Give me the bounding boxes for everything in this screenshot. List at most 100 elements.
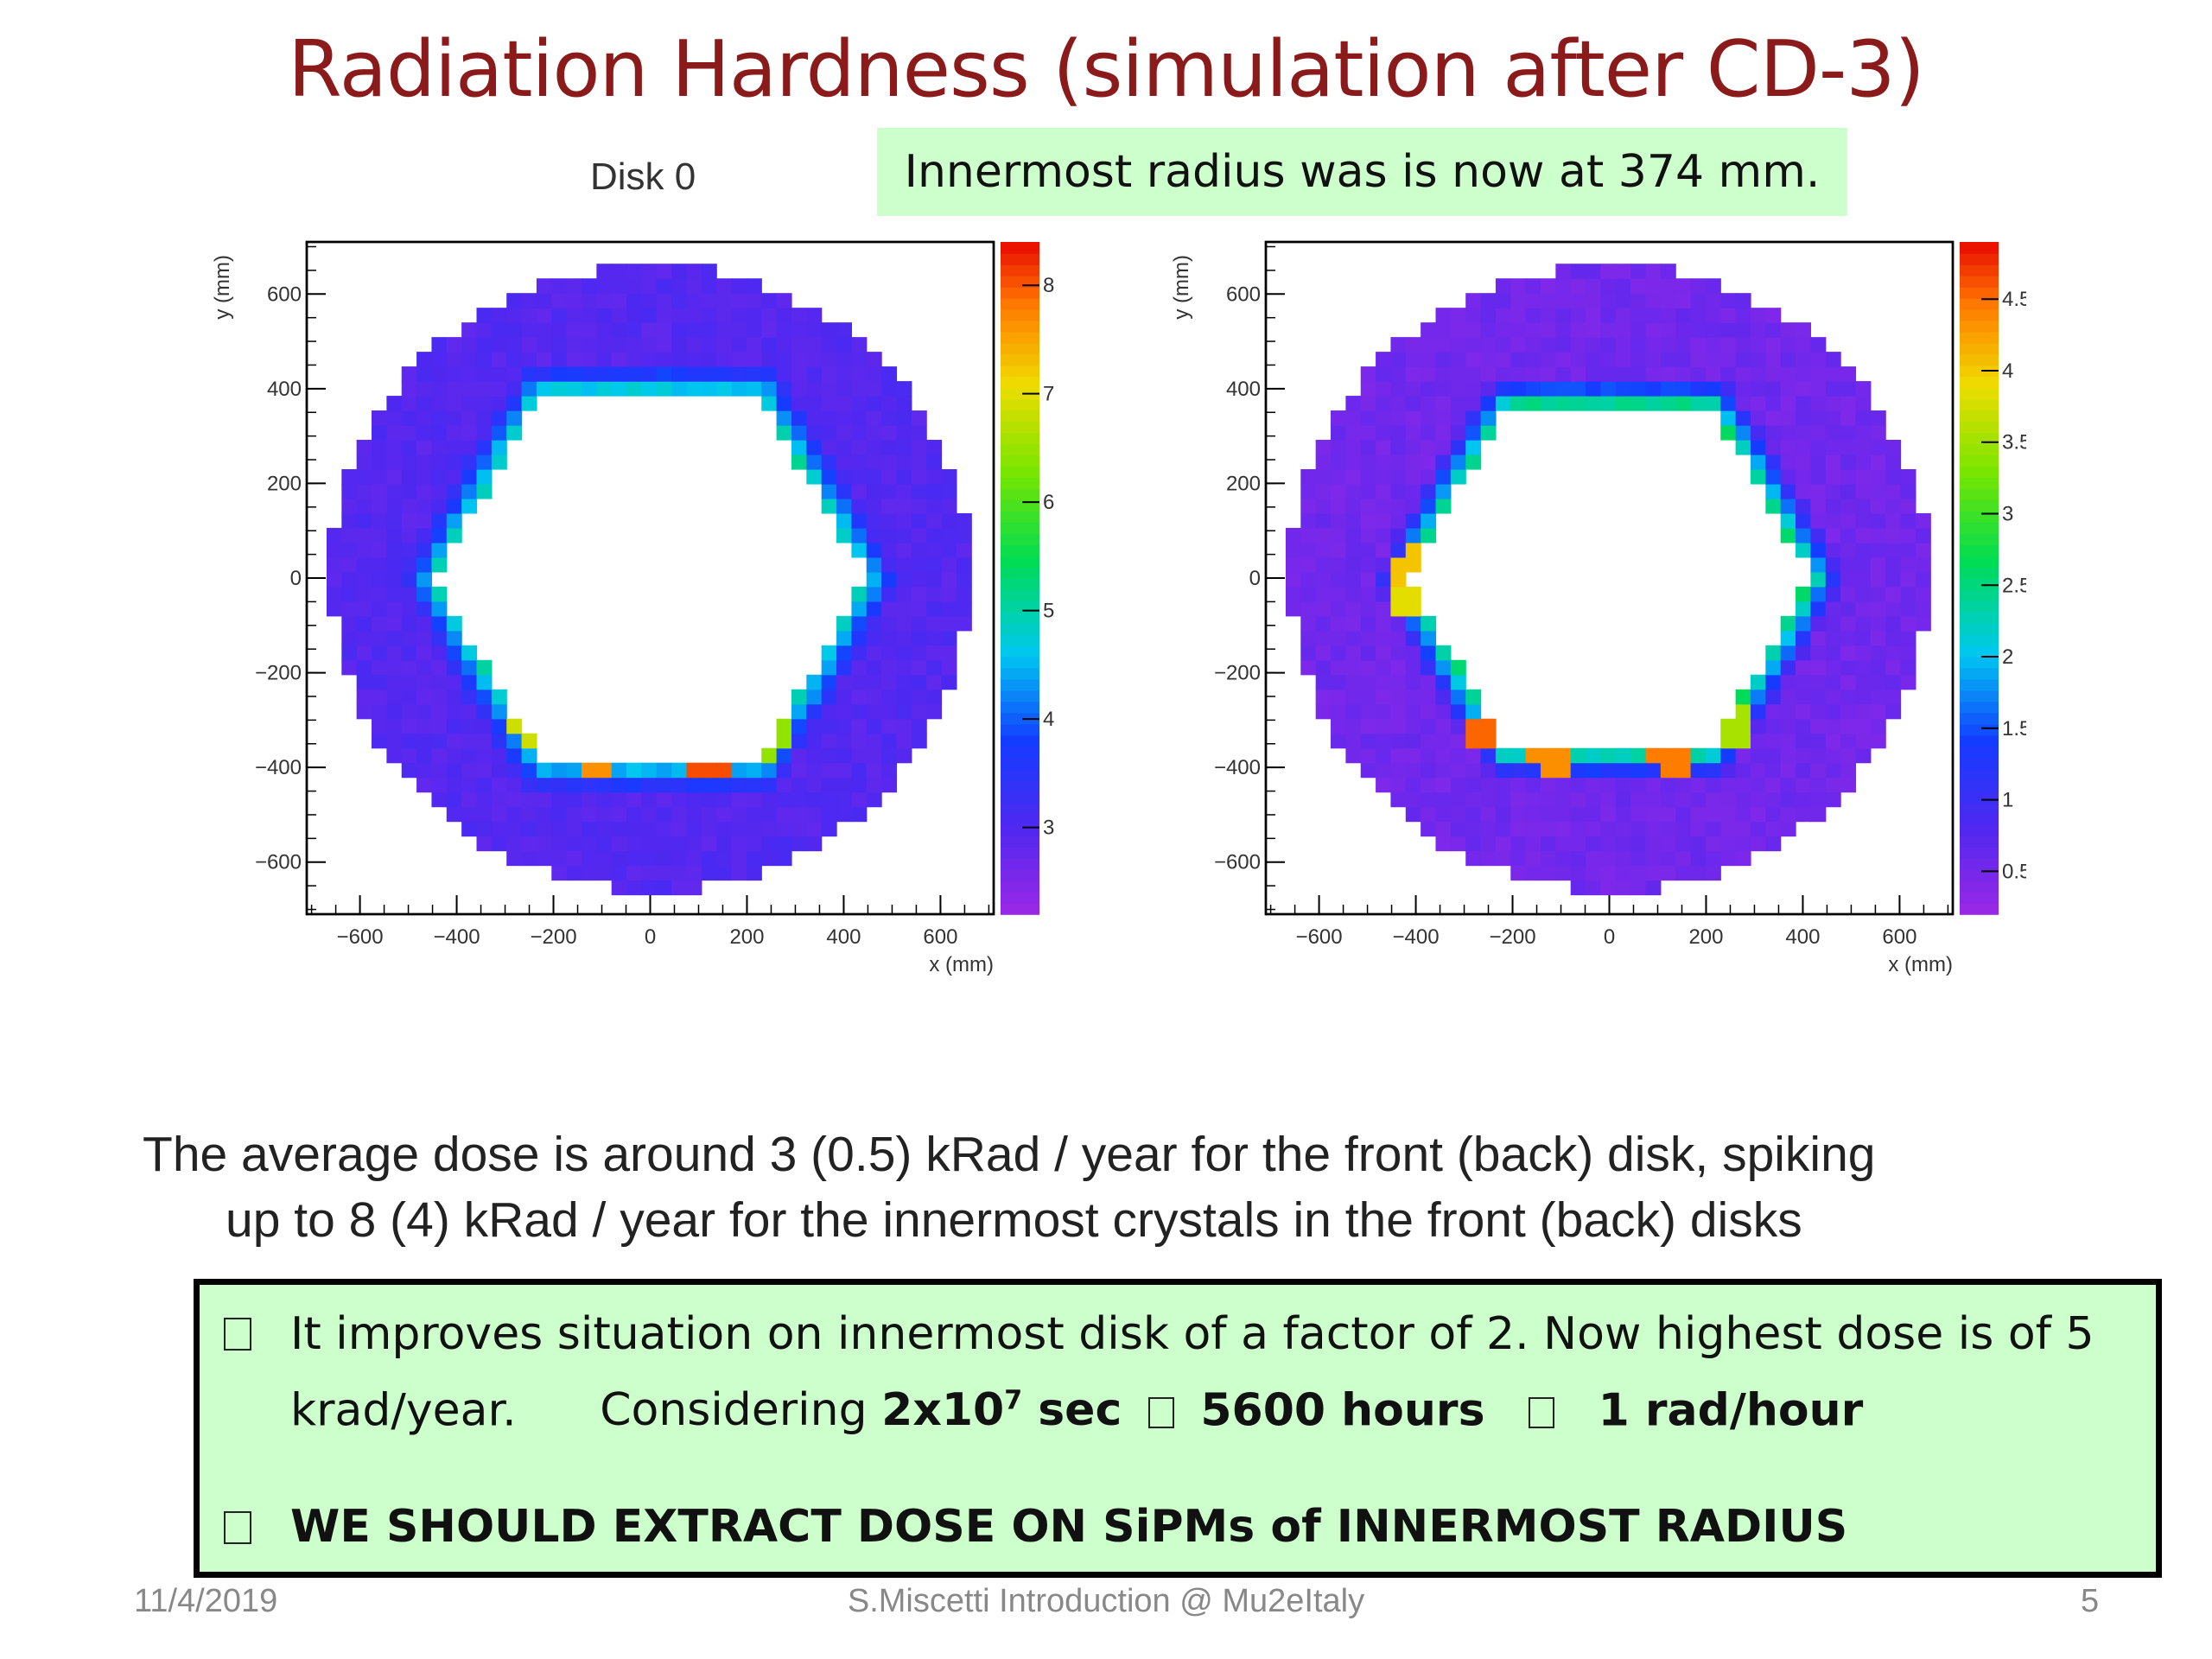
heatmap-cell xyxy=(1345,396,1362,411)
heatmap-cell xyxy=(1810,674,1827,690)
heatmap-cell xyxy=(401,410,417,426)
heatmap-cell xyxy=(1765,440,1782,455)
heatmap-cell xyxy=(1450,352,1466,367)
heatmap-cell xyxy=(1825,425,1841,441)
heatmap-cell xyxy=(1900,556,1916,573)
heatmap-cell xyxy=(1331,718,1346,734)
heatmap-cell xyxy=(356,498,372,514)
heatmap-cell xyxy=(416,571,433,588)
heatmap-cell xyxy=(416,733,433,749)
heatmap-cell xyxy=(1390,645,1407,661)
colorbar-segment xyxy=(1001,869,1039,881)
colorbar-segment xyxy=(1960,701,1999,714)
heatmap-cell xyxy=(836,703,853,720)
heatmap-cell xyxy=(1586,747,1602,764)
heatmap-cell xyxy=(1390,733,1407,749)
heatmap-cell xyxy=(1315,586,1332,602)
heatmap-cell xyxy=(1705,396,1721,411)
heatmap-cell xyxy=(1465,689,1482,705)
heatmap-cell xyxy=(1675,308,1692,323)
heatmap-cell xyxy=(596,381,613,397)
heatmap-cell xyxy=(1421,615,1437,632)
heatmap-cell xyxy=(1541,806,1556,823)
heatmap-cell xyxy=(1825,396,1841,411)
heatmap-cell xyxy=(1376,468,1392,485)
heatmap-cell xyxy=(1495,396,1511,411)
heatmap-cell xyxy=(1885,542,1902,558)
heatmap-cell xyxy=(746,850,762,867)
heatmap-cell xyxy=(1376,733,1392,749)
heatmap-cell xyxy=(761,322,778,338)
colorbar-segment xyxy=(1960,466,1999,479)
heatmap-cell xyxy=(1450,791,1466,808)
heatmap-cell xyxy=(911,440,927,455)
heatmap-cell xyxy=(851,630,868,646)
colorbar-segment xyxy=(1960,869,1999,881)
heatmap-cell xyxy=(1630,806,1647,823)
heatmap-cell xyxy=(896,733,912,749)
heatmap-cell xyxy=(641,337,658,353)
heatmap-cell xyxy=(821,821,837,837)
heatmap-cell xyxy=(1870,556,1886,573)
heatmap-cell xyxy=(1915,601,1931,617)
heatmap-cell xyxy=(491,703,507,720)
heatmap-cell xyxy=(776,747,792,764)
heatmap-cell xyxy=(1720,762,1737,779)
heatmap-cell xyxy=(1915,586,1931,602)
heatmap-cell xyxy=(1376,601,1392,617)
heatmap-cell xyxy=(866,527,882,543)
heatmap-cell xyxy=(656,352,672,367)
heatmap-cell xyxy=(836,806,853,823)
heatmap-cell xyxy=(1675,762,1692,779)
heatmap-cell xyxy=(1810,410,1827,426)
heatmap-cell xyxy=(821,674,837,690)
heatmap-cell xyxy=(1405,733,1421,749)
heatmap-cell xyxy=(356,689,372,705)
heatmap-cell xyxy=(1450,366,1466,382)
heatmap-cell xyxy=(1315,630,1332,646)
heatmap-cell xyxy=(341,659,358,676)
heatmap-cell xyxy=(1300,527,1317,543)
heatmap-cell xyxy=(1735,293,1751,308)
heatmap-cell xyxy=(746,278,762,294)
heatmap-cell xyxy=(836,352,853,367)
heatmap-cell xyxy=(1796,352,1812,367)
colorbar-segment xyxy=(1001,611,1039,624)
heatmap-cell xyxy=(1750,674,1766,690)
heatmap-cell xyxy=(386,512,403,529)
heatmap-cell xyxy=(1705,337,1721,353)
heatmap-cell xyxy=(791,806,807,823)
heatmap-cell xyxy=(431,718,448,734)
heatmap-cell xyxy=(506,762,523,779)
heatmap-cell xyxy=(1480,791,1497,808)
heatmap-cell xyxy=(941,556,957,573)
heatmap-cell xyxy=(566,337,582,353)
heatmap-cell xyxy=(881,718,898,734)
heatmap-cell xyxy=(866,396,882,411)
heatmap-cell xyxy=(761,352,778,367)
colorbar-segment xyxy=(1001,712,1039,725)
heatmap-cell xyxy=(1645,308,1662,323)
heatmap-cell xyxy=(1525,791,1541,808)
heatmap-cell xyxy=(446,366,462,382)
heatmap-cell xyxy=(656,777,672,793)
heatmap-cell xyxy=(506,425,523,441)
heatmap-cell xyxy=(611,264,627,279)
heatmap-cell xyxy=(1600,278,1617,294)
heatmap-cell xyxy=(1390,791,1407,808)
heatmap-cell xyxy=(1465,821,1482,837)
heatmap-cell xyxy=(776,337,792,353)
heatmap-cell xyxy=(716,308,733,323)
heatmap-cell xyxy=(372,468,387,485)
heatmap-cell xyxy=(356,556,372,573)
bullet-1-exponent: 7 xyxy=(1004,1386,1023,1416)
heatmap-cell xyxy=(1735,791,1751,808)
heatmap-cell xyxy=(372,733,387,749)
heatmap-cell xyxy=(1690,747,1707,764)
heatmap-cell xyxy=(356,703,372,720)
heatmap-cell xyxy=(1796,733,1812,749)
heatmap-cell xyxy=(926,615,943,632)
heatmap-cell xyxy=(881,689,898,705)
heatmap-cell xyxy=(416,703,433,720)
colorbar-segment xyxy=(1001,297,1039,310)
